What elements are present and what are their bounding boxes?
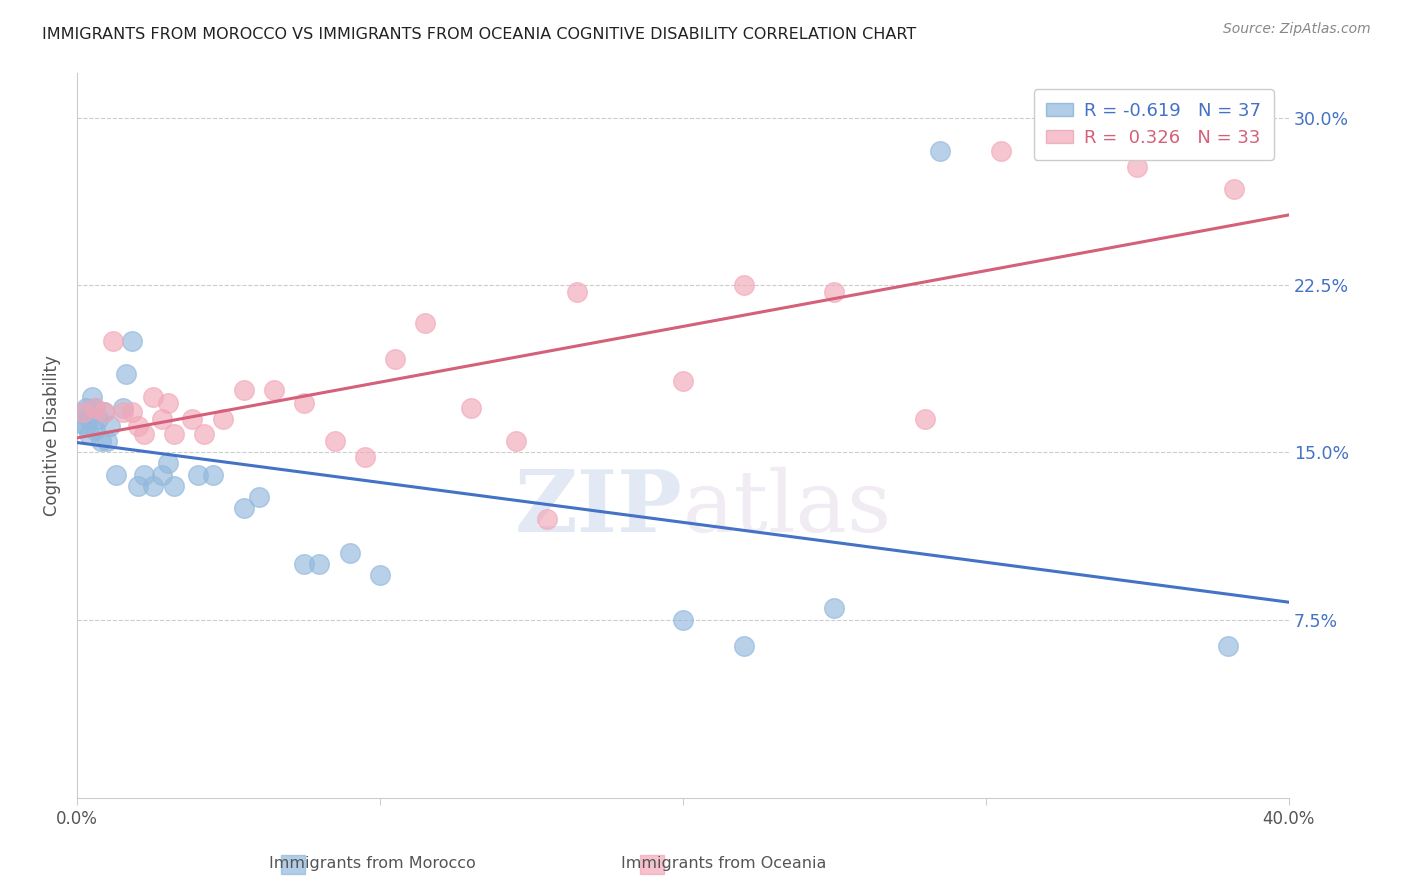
Point	[111, 405, 134, 419]
Point	[75, 401, 97, 415]
Point	[111, 401, 134, 415]
Point	[929, 144, 952, 158]
Legend: R = -0.619   N = 37, R =  0.326   N = 33: R = -0.619 N = 37, R = 0.326 N = 33	[1033, 89, 1274, 160]
Point	[163, 427, 186, 442]
Point	[132, 427, 155, 442]
Point	[150, 467, 173, 482]
Point	[339, 546, 361, 560]
Point	[202, 467, 225, 482]
Point	[77, 412, 100, 426]
Point	[247, 490, 270, 504]
Point	[103, 334, 125, 348]
Text: atlas: atlas	[683, 467, 891, 549]
Text: ZIP: ZIP	[515, 467, 683, 550]
Point	[990, 144, 1012, 158]
Point	[1223, 182, 1246, 196]
Point	[69, 417, 91, 431]
Point	[90, 434, 112, 449]
Point	[263, 383, 285, 397]
Point	[142, 390, 165, 404]
Point	[193, 427, 215, 442]
Point	[565, 285, 588, 299]
Point	[672, 374, 695, 388]
Point	[114, 368, 136, 382]
Point	[77, 427, 100, 442]
Point	[292, 396, 315, 410]
Point	[384, 351, 406, 366]
Point	[1126, 160, 1149, 174]
Text: IMMIGRANTS FROM MOROCCO VS IMMIGRANTS FROM OCEANIA COGNITIVE DISABILITY CORRELAT: IMMIGRANTS FROM MOROCCO VS IMMIGRANTS FR…	[42, 27, 917, 42]
Point	[187, 467, 209, 482]
Point	[100, 418, 122, 433]
Point	[132, 467, 155, 482]
Point	[211, 412, 233, 426]
Point	[181, 412, 204, 426]
Point	[232, 383, 254, 397]
Point	[354, 450, 377, 464]
Point	[84, 423, 107, 437]
Point	[368, 568, 391, 582]
Point	[1218, 640, 1240, 654]
Point	[87, 412, 110, 426]
Y-axis label: Cognitive Disability: Cognitive Disability	[44, 355, 60, 516]
Point	[536, 512, 558, 526]
Point	[163, 479, 186, 493]
Point	[96, 434, 118, 449]
Point	[127, 479, 149, 493]
Point	[823, 285, 845, 299]
Point	[84, 401, 107, 415]
Point	[672, 613, 695, 627]
Point	[914, 412, 936, 426]
Point	[232, 501, 254, 516]
Point	[142, 479, 165, 493]
Point	[121, 334, 143, 348]
Point	[93, 405, 115, 419]
Point	[505, 434, 527, 449]
Point	[460, 401, 482, 415]
Point	[823, 601, 845, 615]
Point	[84, 401, 107, 415]
Text: Immigrants from Morocco: Immigrants from Morocco	[269, 856, 477, 871]
Text: Immigrants from Oceania: Immigrants from Oceania	[621, 856, 827, 871]
Point	[323, 434, 346, 449]
Point	[415, 316, 437, 330]
Point	[150, 412, 173, 426]
Point	[82, 390, 104, 404]
Point	[733, 640, 755, 654]
Point	[733, 277, 755, 292]
Point	[156, 457, 179, 471]
Point	[308, 557, 330, 571]
Point	[75, 418, 97, 433]
Point	[292, 557, 315, 571]
Point	[72, 405, 94, 419]
Point	[93, 405, 115, 419]
Point	[127, 418, 149, 433]
Text: Source: ZipAtlas.com: Source: ZipAtlas.com	[1223, 22, 1371, 37]
Point	[72, 405, 94, 419]
Point	[105, 467, 128, 482]
Point	[121, 405, 143, 419]
Point	[156, 396, 179, 410]
